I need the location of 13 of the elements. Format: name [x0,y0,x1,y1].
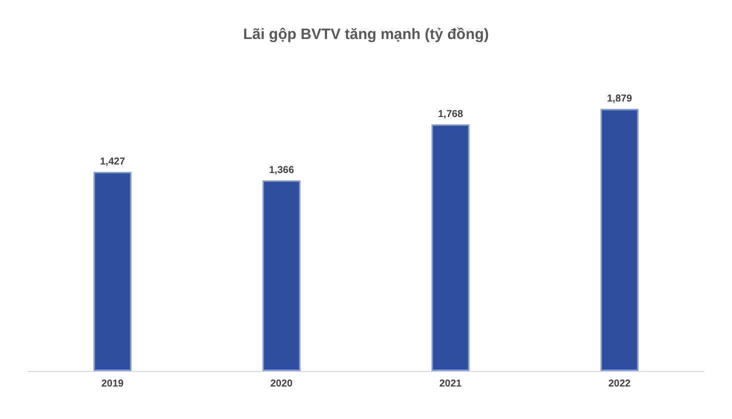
data-label: 1,427 [100,156,126,168]
x-tick-label: 2019 [101,378,124,390]
chart-title: Lãi gộp BVTV tăng mạnh (tỷ đồng) [243,26,489,43]
data-label: 1,768 [438,108,464,120]
x-tick-label: 2021 [439,378,462,390]
data-label: 1,879 [606,93,632,104]
x-tick-label: 2020 [270,378,294,390]
bar [262,180,300,371]
bar [432,124,470,371]
data-label: 1,366 [268,164,294,176]
bar [600,108,638,371]
bar [94,172,132,371]
x-tick-label: 2022 [608,378,632,390]
